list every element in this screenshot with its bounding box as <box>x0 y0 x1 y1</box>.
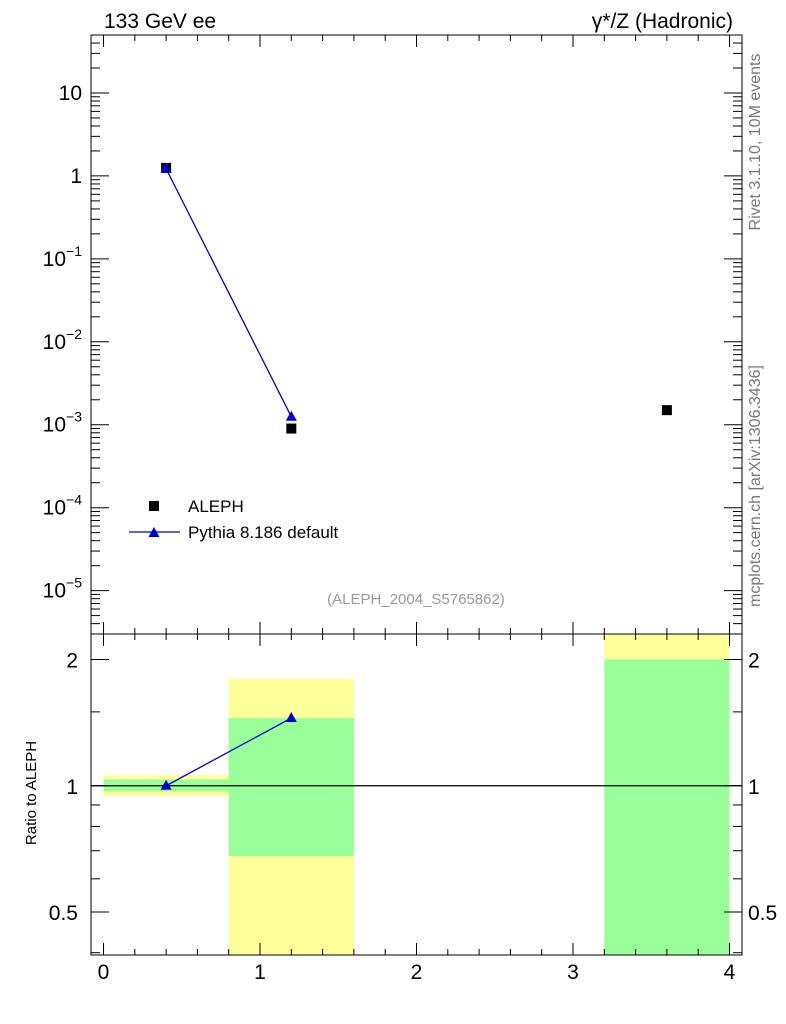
analysis-id-label: (ALEPH_2004_S5765862) <box>327 591 505 608</box>
ratio-y-tick-label-left-1: 1 <box>66 776 78 799</box>
ratio-panel-data <box>91 712 742 790</box>
x-tick-label-1: 1 <box>254 961 266 984</box>
ratio-panel-frame <box>90 633 743 956</box>
ratio-y-tick-label-right-2: 2 <box>748 649 760 672</box>
x-tick-label-0: 0 <box>98 961 110 984</box>
legend-label-aleph: ALEPH <box>188 497 244 516</box>
main-y-tick-label-5: 10−4 <box>43 492 83 520</box>
chart-title-right: γ*/Z (Hadronic) <box>592 10 733 33</box>
band-inner-1 <box>228 718 354 857</box>
legend: ALEPH Pythia 8.186 default <box>129 497 339 542</box>
main-panel-ticks: 10 1 10−1 10−2 10−3 10−4 10−5 <box>43 35 742 634</box>
ratio-y-tick-label-left-0: 0.5 <box>49 902 78 925</box>
chart-title-left: 133 GeV ee <box>104 10 216 33</box>
ratio-uncertainty-bands <box>103 634 730 955</box>
main-y-tick-label-4: 10−3 <box>43 409 83 437</box>
pythia-point-0 <box>160 162 172 173</box>
legend-marker-pythia <box>148 527 160 537</box>
rivet-version-label: Rivet 3.1.10, 10M events <box>747 54 764 231</box>
main-y-tick-label-2: 10−1 <box>43 243 83 271</box>
ratio-y-axis-label: Ratio to ALEPH <box>23 741 40 845</box>
pythia-point-1 <box>285 410 297 421</box>
main-y-tick-label-6: 10−5 <box>43 575 83 603</box>
legend-label-pythia: Pythia 8.186 default <box>188 523 339 542</box>
main-panel-data <box>160 162 672 434</box>
main-y-tick-label-3: 10−2 <box>43 326 83 354</box>
main-y-tick-label-0: 10 <box>59 82 82 105</box>
mcplots-label: mcplots.cern.ch [arXiv:1306.3436] <box>747 365 764 607</box>
ratio-y-tick-label-right-0: 0.5 <box>748 902 777 925</box>
ratio-y-tick-label-right-1: 1 <box>748 776 760 799</box>
ratio-pythia-line <box>165 717 292 787</box>
band-inner-2 <box>604 659 730 955</box>
legend-marker-aleph <box>149 501 159 511</box>
main-y-tick-label-1: 1 <box>70 165 82 188</box>
x-tick-label-2: 2 <box>411 961 423 984</box>
ratio-pythia-point-1 <box>285 712 297 723</box>
x-tick-label-3: 3 <box>567 961 579 984</box>
aleph-point-1 <box>286 423 297 434</box>
main-panel-frame <box>90 34 743 635</box>
aleph-point-2 <box>661 405 672 416</box>
ratio-pythia-point-0 <box>160 779 172 790</box>
ratio-y-tick-label-left-2: 2 <box>66 649 78 672</box>
x-tick-label-4: 4 <box>724 961 736 984</box>
pythia-line <box>165 168 292 418</box>
ratio-panel-ticks: 0.5 0.5 1 1 2 2 0 1 2 3 4 <box>49 634 777 984</box>
